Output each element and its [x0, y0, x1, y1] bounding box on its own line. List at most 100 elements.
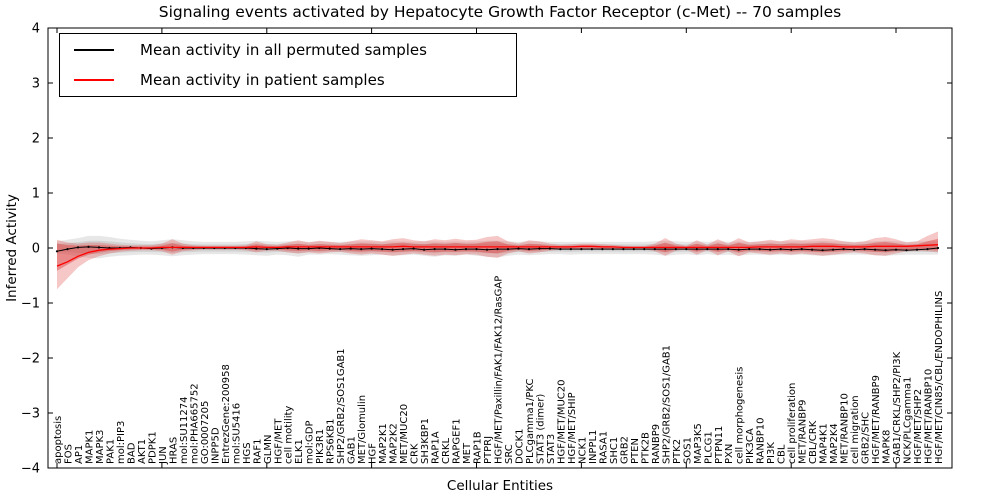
x-category-label: GLMN: [263, 435, 274, 464]
permuted-mean-marker: [853, 248, 856, 251]
permuted-mean-marker: [464, 248, 468, 251]
permuted-mean-marker: [695, 248, 698, 251]
y-tick-label: −2: [21, 352, 40, 367]
y-tick-label: 4: [32, 22, 40, 37]
permuted-mean-marker: [758, 248, 761, 251]
x-category-label: RASA1: [598, 431, 609, 464]
x-category-label: PI3K: [766, 442, 777, 464]
x-category-label: MAP4K1: [819, 423, 830, 464]
permuted-mean-marker: [76, 246, 80, 249]
y-tick-label: 3: [32, 77, 40, 92]
x-category-label: MAP2K1: [378, 423, 389, 464]
permuted-mean-marker: [716, 248, 719, 251]
x-category-label: RPS6KB1: [326, 419, 337, 464]
x-category-label: CRK: [410, 443, 421, 464]
x-category-label: SOS1: [682, 437, 693, 464]
x-category-label: HGF/MET/CIN85/CBL/ENDOPHILINS: [934, 291, 945, 464]
x-category-label: DOCK1: [515, 429, 526, 464]
x-category-label: HGF/MET: [273, 418, 284, 464]
x-category-label: HRAS: [168, 437, 179, 464]
permuted-mean-marker: [611, 248, 615, 251]
permuted-mean-marker: [894, 248, 898, 251]
x-category-label: HGS: [242, 442, 253, 464]
permuted-mean-marker: [632, 248, 635, 251]
x-category-label: SRC: [504, 444, 515, 464]
x-category-label: MAPK1: [85, 430, 96, 464]
x-category-label: cell morphogenesis: [735, 367, 746, 464]
x-category-label: RAPGEF1: [452, 418, 463, 464]
legend-label-permuted: Mean activity in all permuted samples: [140, 41, 427, 59]
x-category-label: INPPL1: [588, 430, 599, 464]
x-category-label: MET/MUC20: [399, 404, 410, 464]
x-category-label: MAPK8: [882, 430, 893, 464]
permuted-mean-marker: [748, 248, 751, 251]
permuted-mean-marker: [97, 246, 101, 249]
x-category-label: PIK3R1: [315, 429, 326, 464]
permuted-mean-marker: [360, 248, 363, 251]
x-category-label: MAP3K5: [693, 423, 704, 464]
permuted-mean-marker: [87, 245, 90, 248]
x-category-label: INPP5D: [210, 427, 221, 464]
legend-line-patient: [74, 79, 114, 81]
x-category-label: cell motility: [284, 406, 295, 464]
x-category-label: mol:SU11274: [179, 397, 190, 465]
permuted-mean-marker: [307, 247, 310, 250]
permuted-mean-marker: [402, 248, 405, 251]
permuted-mean-marker: [811, 248, 814, 251]
permuted-mean-marker: [55, 250, 59, 253]
permuted-mean-marker: [601, 248, 604, 251]
x-category-label: cell migration: [850, 395, 861, 464]
x-category-label: PTPRJ: [483, 436, 494, 464]
permuted-mean-marker: [517, 247, 520, 250]
x-category-label: CBL: [777, 444, 788, 464]
x-category-label: SHP2/GRB2/SOS1GAB1: [336, 348, 347, 464]
x-category-label: AKT1: [137, 439, 148, 464]
y-tick-label: −1: [21, 297, 40, 312]
x-category-label: SH3KBP1: [420, 418, 431, 464]
permuted-mean-marker: [674, 248, 677, 251]
x-category-label: mol:PHA665752: [189, 383, 200, 464]
y-tick-label: −4: [21, 462, 40, 477]
x-category-label: MET/RANBP9: [798, 399, 809, 464]
permuted-mean-marker: [664, 248, 667, 251]
patient-band-outer: [57, 231, 938, 290]
x-category-label: mol:GDP: [305, 421, 316, 465]
permuted-mean-marker: [622, 248, 625, 251]
permuted-mean-marker: [265, 248, 268, 251]
permuted-mean-marker: [423, 248, 426, 251]
x-category-label: RAF1: [252, 439, 263, 465]
x-category-label: EntrezGene:200958: [221, 364, 232, 464]
legend-label-patient: Mean activity in patient samples: [140, 71, 385, 89]
permuted-mean-marker: [653, 248, 656, 251]
x-category-label: GAB1/CRKL/SHP2/PI3K: [892, 351, 903, 464]
permuted-mean-marker: [926, 248, 929, 251]
permuted-mean-marker: [905, 249, 908, 252]
permuted-mean-marker: [433, 248, 436, 251]
permuted-mean-marker: [276, 247, 279, 250]
x-category-label: HGF/MET/SHIP: [567, 392, 578, 464]
x-category-label: MAPK3: [95, 430, 106, 464]
permuted-mean-marker: [790, 248, 793, 251]
permuted-mean-marker: [349, 247, 352, 250]
legend-item-permuted: Mean activity in all permuted samples: [60, 38, 516, 62]
x-category-label: PTPN11: [714, 426, 725, 464]
permuted-mean-marker: [685, 248, 688, 251]
permuted-mean-marker: [444, 248, 447, 251]
permuted-mean-marker: [412, 247, 415, 250]
permuted-mean-marker: [339, 248, 342, 251]
x-axis-title: Cellular Entities: [446, 478, 554, 494]
x-category-label: mol:PIP3: [116, 421, 127, 464]
x-category-label: HGF/MET/MUC20: [556, 380, 567, 464]
x-category-label: AP1: [74, 445, 85, 464]
legend-item-patient: Mean activity in patient samples: [60, 68, 516, 92]
x-category-label: MAP2K4: [829, 423, 840, 464]
y-tick-label: 1: [32, 187, 40, 202]
x-category-label: MET: [462, 442, 473, 464]
x-category-label: FOS: [64, 444, 75, 464]
permuted-mean-marker: [496, 248, 499, 251]
x-category-label: GRB2: [619, 436, 630, 464]
permuted-mean-marker: [580, 248, 583, 251]
permuted-mean-marker: [842, 248, 845, 251]
x-category-label: GO:0007205: [200, 401, 211, 464]
